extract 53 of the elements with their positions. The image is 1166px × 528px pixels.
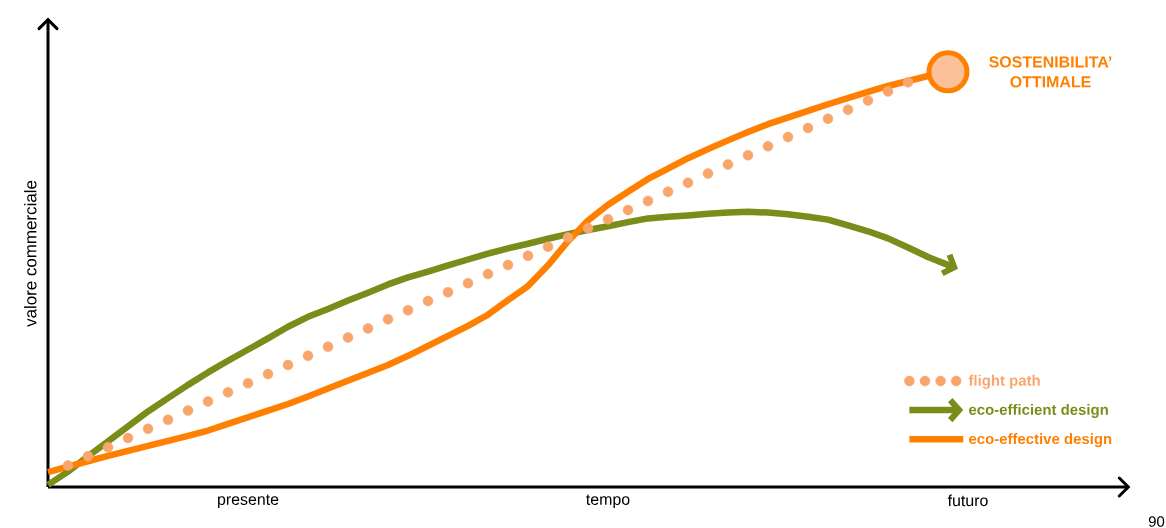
point bbox=[882, 86, 894, 97]
point bbox=[162, 414, 174, 425]
point bbox=[602, 214, 614, 225]
legend-label: eco-effective design bbox=[969, 433, 1112, 448]
point bbox=[362, 323, 374, 334]
text: 90 bbox=[1148, 516, 1165, 527]
point bbox=[282, 359, 294, 371]
point bbox=[102, 441, 114, 453]
point bbox=[662, 186, 674, 198]
point bbox=[562, 232, 574, 243]
point bbox=[782, 131, 794, 143]
point bbox=[122, 432, 134, 444]
point bbox=[402, 304, 414, 316]
point bbox=[62, 460, 74, 471]
point bbox=[702, 168, 714, 179]
point bbox=[202, 396, 214, 407]
point bbox=[542, 241, 554, 252]
point bbox=[442, 287, 454, 298]
point bbox=[222, 387, 234, 398]
point bbox=[522, 250, 534, 261]
y-axis-title: valore commerciale bbox=[24, 180, 37, 327]
point bbox=[422, 295, 434, 307]
point bbox=[322, 341, 334, 352]
point bbox=[502, 259, 514, 271]
point bbox=[742, 150, 754, 161]
point bbox=[802, 122, 814, 134]
point bbox=[926, 50, 970, 94]
point bbox=[582, 223, 594, 234]
legend-label: eco-efficient design bbox=[969, 403, 1108, 418]
x-tick-label: futuro bbox=[947, 494, 988, 507]
point bbox=[242, 378, 254, 389]
point bbox=[722, 159, 734, 170]
point bbox=[302, 350, 314, 362]
point bbox=[462, 277, 474, 289]
point bbox=[762, 140, 774, 152]
point bbox=[262, 368, 274, 380]
point bbox=[622, 204, 634, 216]
point bbox=[482, 268, 494, 280]
point bbox=[902, 77, 914, 88]
annotation: SOSTENIBILITA’ OTTIMALE bbox=[989, 56, 1112, 88]
point bbox=[82, 451, 94, 462]
point bbox=[682, 177, 694, 188]
point bbox=[862, 95, 874, 106]
point bbox=[842, 104, 854, 115]
point bbox=[142, 423, 154, 435]
x-tick-label: tempo bbox=[586, 494, 630, 509]
point bbox=[642, 195, 654, 207]
point bbox=[822, 113, 834, 124]
x-tick-label: presente bbox=[218, 494, 279, 509]
legend-label: flight path bbox=[968, 374, 1040, 389]
point bbox=[342, 332, 354, 343]
point bbox=[182, 405, 194, 416]
point bbox=[382, 314, 394, 325]
